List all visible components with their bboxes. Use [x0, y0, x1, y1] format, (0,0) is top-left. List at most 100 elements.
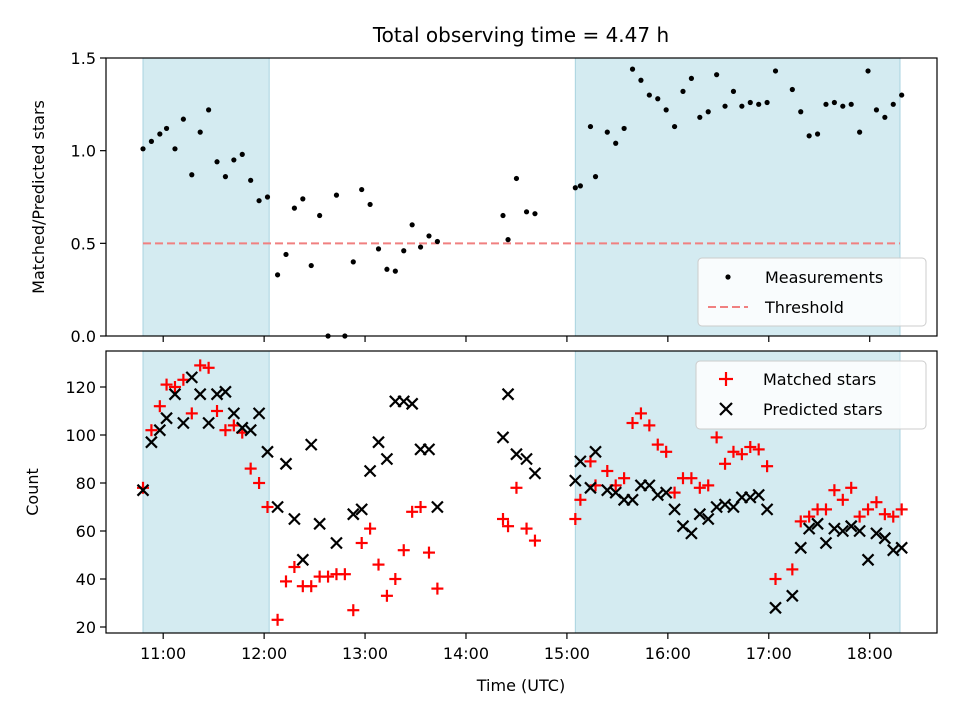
measurement-point — [283, 251, 289, 258]
x-tick-label: 15:00 — [544, 644, 590, 663]
predicted-star-point — [802, 522, 816, 535]
top-shade-1 — [142, 57, 270, 337]
legend-threshold-label: Threshold — [764, 298, 844, 317]
measurement-point — [300, 196, 306, 202]
predicted-star-point — [769, 601, 782, 615]
measurement-point — [189, 172, 195, 178]
predicted-star-point — [304, 438, 318, 451]
measurement-point — [890, 101, 896, 107]
matched-star-point — [422, 546, 435, 559]
matched-star-point — [305, 580, 318, 593]
measurement-point — [513, 175, 520, 182]
matched-star-point — [168, 381, 181, 393]
predicted-star-point — [380, 452, 394, 466]
predicted-star-point — [288, 512, 301, 526]
matched-star-point — [347, 604, 360, 617]
matched-star-point — [744, 441, 757, 453]
bottom-y-ticks: 20 40 60 80 100 120 — [65, 378, 106, 637]
measurement-point — [308, 262, 314, 269]
predicted-star-point — [569, 474, 582, 487]
matched-star-point — [253, 477, 266, 489]
legend-predicted-marker — [719, 402, 733, 416]
measurement-point — [248, 177, 254, 183]
matched-star-point — [845, 481, 858, 494]
legend-measurements-label: Measurements — [765, 268, 883, 287]
predicted-star-point — [528, 467, 542, 480]
measurement-point — [274, 272, 281, 278]
bottom-y-tick-label: 120 — [65, 378, 96, 397]
matched-star-point — [520, 522, 533, 535]
predicted-star-point — [836, 524, 850, 538]
measurement-point — [730, 88, 737, 94]
measurement-point — [317, 212, 323, 219]
x-tick-label: 12:00 — [241, 644, 287, 663]
measurement-point — [384, 266, 390, 272]
matched-star-point — [786, 563, 799, 576]
measurement-point — [163, 125, 170, 132]
measurement-point — [739, 103, 745, 109]
x-tick-label: 11:00 — [140, 644, 186, 663]
matched-star-point — [528, 534, 541, 547]
predicted-star-point — [168, 387, 182, 401]
predicted-star-point — [431, 500, 444, 514]
matched-star-point — [145, 424, 158, 437]
matched-star-point — [574, 493, 587, 506]
measurement-point — [613, 140, 619, 146]
matched-star-point — [219, 424, 232, 437]
predicted-star-point — [693, 507, 707, 521]
predicted-star-point — [685, 527, 698, 540]
matched-star-point — [853, 510, 866, 523]
top-plot-frame — [105, 57, 938, 337]
predicted-star-point — [145, 435, 158, 449]
measurement-point — [764, 99, 770, 106]
predicted-star-point — [347, 507, 360, 521]
predicted-star-point — [330, 536, 343, 550]
measurement-point — [409, 222, 415, 228]
matched-star-point — [634, 407, 647, 420]
predicted-star-point — [501, 387, 515, 401]
bottom-panel: 20 40 60 80 100 120 11:00 12:00 13:00 14:00 15:00… — [23, 350, 938, 695]
measurement-point — [417, 244, 424, 250]
predicted-star-point — [160, 411, 173, 425]
matched-star-point — [828, 484, 841, 497]
top-y-ticks: 0.0 0.5 1.0 1.5 — [71, 49, 106, 346]
matched-star-point — [693, 481, 706, 494]
measurement-point — [206, 107, 212, 113]
measurement-point — [333, 192, 340, 198]
measurement-point — [638, 77, 644, 83]
matched-star-point — [803, 510, 816, 523]
legend-measurements-marker — [725, 274, 731, 280]
predicted-star-point — [668, 503, 681, 516]
predicted-star-point — [701, 512, 715, 526]
predicted-star-point — [659, 486, 673, 499]
legend-matched-marker — [719, 372, 733, 386]
matched-star-point — [397, 544, 410, 557]
measurement-point — [671, 123, 678, 130]
measurement-point — [646, 92, 652, 98]
matched-star-point — [719, 457, 732, 470]
matched-star-point — [895, 503, 908, 516]
measurement-point — [714, 72, 720, 78]
measurement-point — [688, 75, 695, 81]
measurement-point — [577, 183, 583, 189]
predicted-star-points — [136, 371, 908, 615]
top-y-tick-label: 0.5 — [71, 234, 96, 253]
x-axis-label: Time (UTC) — [476, 676, 565, 695]
measurement-point — [798, 109, 804, 115]
matched-star-point — [261, 501, 274, 513]
measurement-point — [350, 259, 356, 265]
matched-star-point — [211, 405, 224, 417]
matched-star-point — [660, 445, 673, 458]
predicted-star-point — [520, 452, 533, 466]
measurement-point — [814, 131, 821, 137]
predicted-star-point — [372, 435, 385, 449]
predicted-star-point — [786, 589, 799, 603]
bottom-y-tick-label: 20 — [76, 618, 96, 637]
measurement-point — [500, 212, 506, 219]
matched-star-point — [160, 378, 173, 391]
measurement-point — [157, 131, 163, 137]
measurement-point — [592, 174, 599, 180]
predicted-star-point — [422, 443, 436, 456]
measurement-point — [401, 248, 407, 254]
matched-star-point — [322, 570, 335, 583]
